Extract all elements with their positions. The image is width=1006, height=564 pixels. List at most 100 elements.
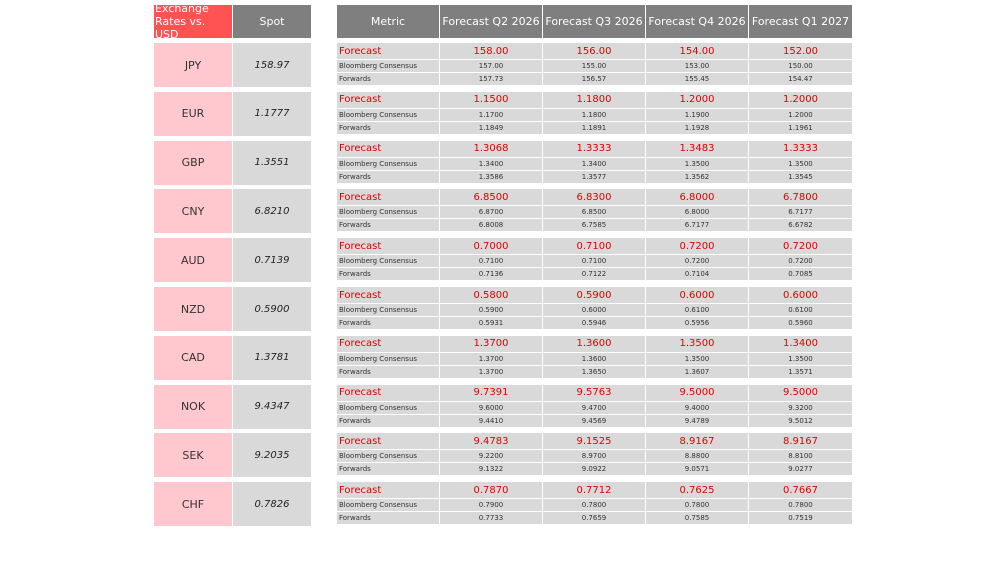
metric-value: 0.7733	[440, 512, 542, 525]
metric-value: 155.00	[543, 60, 645, 72]
metric-value: 1.3400	[749, 335, 852, 352]
metric-value: 1.3600	[543, 335, 645, 352]
metric-value: 9.7391	[440, 384, 542, 401]
metric-label: Forecast	[337, 384, 439, 401]
metric-value: 0.5900	[543, 287, 645, 303]
currency-code: NOK	[154, 384, 232, 429]
metric-value: 0.5931	[440, 317, 542, 329]
metric-value: 9.1525	[543, 433, 645, 450]
metric-value: 6.7800	[749, 189, 852, 206]
metric-value: 150.00	[749, 60, 852, 72]
currency-code: JPY	[154, 43, 232, 87]
metric-label: Bloomberg Consensus	[337, 255, 439, 268]
metric-value: 9.5000	[646, 384, 748, 401]
metric-value: 6.8000	[646, 189, 748, 206]
metric-value: 0.5946	[543, 317, 645, 329]
metric-value: 1.3586	[440, 170, 542, 183]
metric-value: 9.4569	[543, 414, 645, 427]
currency-code: SEK	[154, 433, 232, 478]
metric-value: 0.7800	[646, 499, 748, 512]
metric-value: 1.3500	[646, 352, 748, 365]
header-cell: Forecast Q1 2027	[749, 5, 852, 38]
metric-value: 0.7870	[440, 482, 542, 499]
metric-value: 8.8100	[749, 450, 852, 463]
metric-value: 9.6000	[440, 401, 542, 414]
metric-label: Bloomberg Consensus	[337, 108, 439, 121]
metric-label: Bloomberg Consensus	[337, 304, 439, 316]
metric-value: 9.5763	[543, 384, 645, 401]
metric-value: 0.7000	[440, 238, 542, 255]
metric-label: Bloomberg Consensus	[337, 499, 439, 512]
metric-value: 155.45	[646, 73, 748, 85]
metric-value: 152.00	[749, 43, 852, 59]
header-cell: Metric	[337, 5, 439, 38]
metric-value: 157.00	[440, 60, 542, 72]
metric-value: 1.3571	[749, 365, 852, 378]
metric-value: 6.7585	[543, 219, 645, 232]
metric-value: 1.2000	[646, 91, 748, 108]
metric-value: 6.8700	[440, 206, 542, 219]
metric-label: Forwards	[337, 268, 439, 281]
metric-value: 0.7585	[646, 512, 748, 525]
metric-value: 0.7100	[543, 255, 645, 268]
metric-value: 0.7104	[646, 268, 748, 281]
metric-label: Forwards	[337, 414, 439, 427]
metric-value: 1.3545	[749, 170, 852, 183]
header-cell: Spot	[233, 5, 311, 38]
header-cell: Forecast Q3 2026	[543, 5, 645, 38]
metric-value: 1.3500	[749, 352, 852, 365]
metric-value: 6.8500	[440, 189, 542, 206]
metric-value: 1.3607	[646, 365, 748, 378]
metric-value: 6.7177	[646, 219, 748, 232]
metric-value: 0.6100	[646, 304, 748, 316]
metric-label: Bloomberg Consensus	[337, 352, 439, 365]
metric-value: 6.6782	[749, 219, 852, 232]
metric-label: Forwards	[337, 73, 439, 85]
metric-value: 1.1961	[749, 121, 852, 134]
metric-value: 154.47	[749, 73, 852, 85]
metric-value: 153.00	[646, 60, 748, 72]
metric-value: 0.7200	[749, 238, 852, 255]
currency-code: EUR	[154, 91, 232, 136]
metric-value: 9.0922	[543, 463, 645, 476]
metric-value: 0.7667	[749, 482, 852, 499]
currency-code: AUD	[154, 238, 232, 283]
metric-value: 1.1900	[646, 108, 748, 121]
metric-value: 9.4410	[440, 414, 542, 427]
metric-value: 1.3400	[440, 157, 542, 170]
metric-label: Forwards	[337, 219, 439, 232]
metric-label: Forwards	[337, 365, 439, 378]
metric-label: Bloomberg Consensus	[337, 60, 439, 72]
metric-value: 1.3500	[646, 157, 748, 170]
header-cell: Exchange Rates vs. USD	[154, 5, 232, 38]
metric-value: 1.3562	[646, 170, 748, 183]
metric-value: 158.00	[440, 43, 542, 59]
metric-value: 1.3500	[749, 157, 852, 170]
metric-value: 0.5956	[646, 317, 748, 329]
metric-label: Forecast	[337, 238, 439, 255]
metric-value: 9.5000	[749, 384, 852, 401]
metric-label: Forecast	[337, 335, 439, 352]
spot-rate: 6.8210	[233, 189, 311, 234]
metric-value: 1.3650	[543, 365, 645, 378]
metric-label: Bloomberg Consensus	[337, 450, 439, 463]
metric-value: 8.8800	[646, 450, 748, 463]
metric-value: 9.2200	[440, 450, 542, 463]
metric-value: 1.1500	[440, 91, 542, 108]
spot-rate: 158.97	[233, 43, 311, 87]
metric-value: 1.3700	[440, 365, 542, 378]
metric-value: 0.7625	[646, 482, 748, 499]
metric-value: 0.5960	[749, 317, 852, 329]
spot-rate: 9.4347	[233, 384, 311, 429]
metric-value: 9.4000	[646, 401, 748, 414]
spot-rate: 0.7139	[233, 238, 311, 283]
metric-value: 9.4783	[440, 433, 542, 450]
metric-value: 6.8500	[543, 206, 645, 219]
metric-value: 0.7800	[543, 499, 645, 512]
header-cell: Forecast Q2 2026	[440, 5, 542, 38]
metric-value: 1.3700	[440, 335, 542, 352]
metric-value: 1.2000	[749, 108, 852, 121]
metric-value: 156.00	[543, 43, 645, 59]
metric-value: 9.0571	[646, 463, 748, 476]
